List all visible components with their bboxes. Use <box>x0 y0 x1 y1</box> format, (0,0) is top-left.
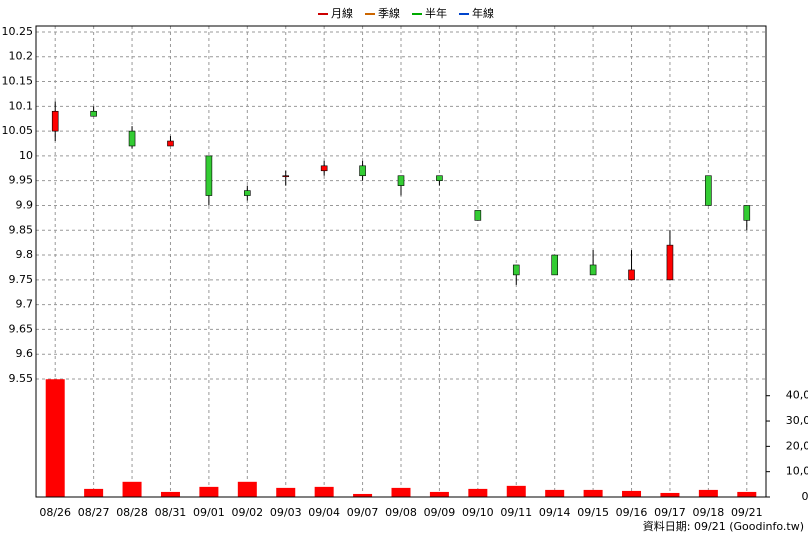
x-tick-label: 09/02 <box>231 506 263 519</box>
volume-bar <box>314 486 334 497</box>
y-tick-label: 9.9 <box>16 198 34 211</box>
volume-bar <box>353 493 373 497</box>
x-tick-label: 08/26 <box>39 506 71 519</box>
legend-label: 季線 <box>378 6 400 20</box>
y-tick-label: 9.8 <box>16 248 34 261</box>
candle-body <box>397 175 405 186</box>
candle-body <box>474 210 482 221</box>
volume-bar <box>698 489 718 497</box>
plot-frame <box>35 25 767 498</box>
y-tick-label: 9.7 <box>16 298 34 311</box>
y-tick-label: 10.1 <box>9 99 34 112</box>
volume-bar <box>237 481 257 497</box>
x-tick-label: 09/09 <box>424 506 456 519</box>
candle-body <box>282 175 290 178</box>
x-tick-label: 08/27 <box>78 506 110 519</box>
candle-body <box>320 165 328 172</box>
volume-bar <box>506 485 526 497</box>
x-tick-label: 09/11 <box>500 506 532 519</box>
volume-bar <box>622 490 642 497</box>
candle-body <box>167 140 174 147</box>
volume-bar <box>583 489 603 497</box>
volume-bar <box>122 481 142 497</box>
volume-bar <box>45 379 65 497</box>
candle-body <box>128 130 136 147</box>
y-tick-label: 9.95 <box>9 174 34 187</box>
volume-bar <box>276 487 296 497</box>
candle-body <box>244 190 251 196</box>
candle-body <box>705 175 712 206</box>
x-tick-label: 09/04 <box>308 506 340 519</box>
x-tick-label: 09/10 <box>462 506 494 519</box>
legend-label: 年線 <box>472 6 494 20</box>
y-tick-label: 10 <box>19 149 33 162</box>
candle-body <box>205 155 213 196</box>
x-tick-label: 09/17 <box>654 506 686 519</box>
x-tick-label: 08/31 <box>155 506 187 519</box>
y-tick-label: 10.2 <box>9 50 34 63</box>
x-tick-label: 09/01 <box>193 506 225 519</box>
volume-bar <box>199 486 219 497</box>
y2-tick-label: 0 <box>802 490 808 503</box>
volume-bar <box>160 491 180 497</box>
y2-tick-label: 10,000 <box>786 465 808 478</box>
candle-body <box>589 264 597 276</box>
candle-body <box>51 110 59 132</box>
candle-body <box>359 165 366 177</box>
x-tick-label: 09/08 <box>385 506 417 519</box>
candle-body <box>743 205 751 221</box>
y-tick-label: 9.85 <box>9 223 34 236</box>
volume-bar <box>468 488 488 497</box>
candle-body <box>551 254 558 276</box>
candle-body <box>628 269 635 281</box>
candle-body <box>512 264 520 276</box>
volume-bar <box>737 491 757 497</box>
x-tick-label: 09/15 <box>577 506 609 519</box>
x-tick-label: 09/21 <box>731 506 763 519</box>
candle-body <box>666 244 674 281</box>
candle-body <box>436 175 443 181</box>
candle-body <box>90 110 97 117</box>
y-tick-label: 9.6 <box>16 347 34 360</box>
legend-label: 月線 <box>331 6 353 20</box>
x-tick-label: 08/28 <box>116 506 148 519</box>
volume-bar <box>660 492 680 497</box>
y-tick-label: 10.05 <box>2 124 34 137</box>
x-tick-label: 09/16 <box>616 506 648 519</box>
x-tick-label: 09/14 <box>539 506 571 519</box>
volume-bar <box>429 491 449 497</box>
y2-tick-label: 20,000 <box>786 439 808 452</box>
y2-tick-label: 40,000 <box>786 389 808 402</box>
x-tick-label: 09/18 <box>693 506 725 519</box>
volume-bar <box>545 489 565 497</box>
y2-tick-label: 30,000 <box>786 414 808 427</box>
y-tick-label: 9.75 <box>9 273 34 286</box>
legend-label: 半年 <box>425 6 447 20</box>
volume-bar <box>391 487 411 497</box>
x-tick-label: 09/07 <box>347 506 379 519</box>
source-note: 資料日期: 09/21 (Goodinfo.tw) <box>643 519 804 533</box>
y-tick-label: 10.25 <box>2 25 34 38</box>
x-tick-label: 09/03 <box>270 506 302 519</box>
y-tick-label: 9.65 <box>9 322 34 335</box>
y-tick-label: 10.15 <box>2 75 34 88</box>
volume-bar <box>84 488 104 497</box>
y-tick-label: 9.55 <box>9 372 34 385</box>
